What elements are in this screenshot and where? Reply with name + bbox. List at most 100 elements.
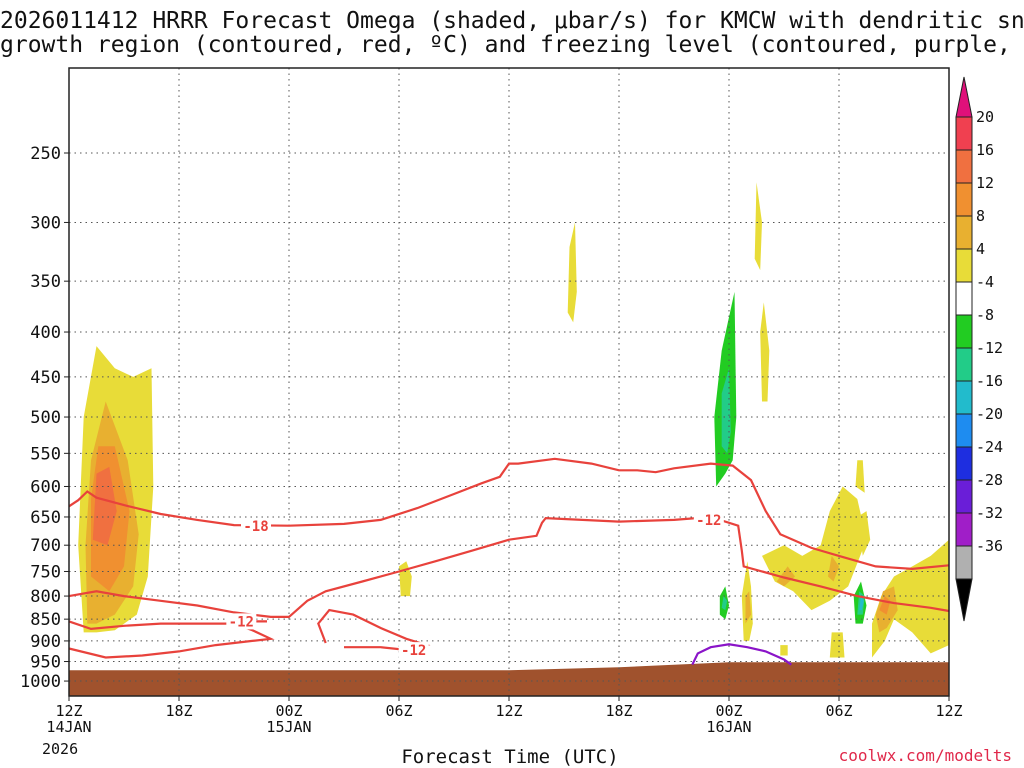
colorbar-swatch-12	[955, 512, 973, 547]
colorbar-swatch-0	[955, 116, 973, 151]
ytick-label-550: 550	[30, 444, 61, 464]
y-axis: 2503003504004505005506006507007508008509…	[20, 144, 69, 692]
colorbar-label-7: -12	[976, 339, 1003, 357]
dgz-label-bg-1	[693, 511, 724, 528]
ytick-label-850: 850	[30, 610, 61, 630]
omega-region-13	[652, 511, 671, 572]
chart-title-line2: growth region (contoured, red, ºC) and f…	[0, 32, 1024, 58]
omega-region-28	[855, 460, 865, 493]
dgz-label-0: -18	[243, 519, 268, 535]
dgz-contour-0	[68, 457, 950, 571]
dgz-contour-2	[68, 620, 275, 659]
omega-region-31	[780, 645, 788, 656]
colorbar-label-9: -20	[976, 405, 1003, 423]
omega-region-27	[828, 555, 839, 582]
ytick-label-350: 350	[30, 272, 61, 292]
colorbar-top-triangle	[955, 76, 973, 118]
omega-region-35	[859, 596, 864, 611]
colorbar-swatch-9	[955, 413, 973, 448]
xtick-label-12: 00Z	[275, 702, 302, 720]
colorbar-label-1: 16	[976, 141, 994, 159]
omega-region-18	[754, 182, 762, 271]
ytick-label-600: 600	[30, 477, 61, 497]
colorbar-swatch-5	[955, 281, 973, 316]
colorbar-label-8: -16	[976, 372, 1003, 390]
dgz-label-4: -12	[229, 614, 254, 630]
colorbar-swatch-7	[955, 347, 973, 382]
ytick-label-400: 400	[30, 323, 61, 343]
colorbar-label-6: -8	[976, 306, 994, 324]
xtick-label-0: 12Z	[55, 702, 82, 720]
omega-region-30	[829, 632, 845, 658]
colorbar-bottom-triangle	[955, 578, 973, 622]
omega-region-17	[741, 90, 746, 135]
colorbar-label-13: -36	[976, 537, 1003, 555]
contour-layer: -18 -12 -12 -12	[68, 457, 950, 666]
colorbar-label-3: 8	[976, 207, 985, 225]
colorbar-swatch-6	[955, 314, 973, 349]
omega-region-7	[399, 561, 412, 597]
dgz-label-bg-4	[226, 613, 257, 630]
xtick-sublabel-36: 16JAN	[706, 718, 751, 736]
colorbar: 20 16 12 8 4 -4 -8 -12 -16 -20 -24 -28 -32 -36	[955, 76, 1003, 622]
plot-area	[69, 90, 949, 696]
xtick-label-36: 00Z	[715, 702, 742, 720]
ytick-label-750: 750	[30, 562, 61, 582]
ytick-label-250: 250	[30, 144, 61, 164]
omega-region-5	[162, 534, 181, 615]
colorbar-swatch-4	[955, 248, 973, 283]
omega-region-19	[760, 302, 770, 402]
dgz-label-1: -12	[696, 513, 721, 529]
ytick-label-300: 300	[30, 213, 61, 233]
colorbar-label-5: -4	[976, 273, 994, 291]
ytick-label-650: 650	[30, 508, 61, 528]
omega-region-10	[547, 486, 552, 496]
dgz-label-bg-2	[398, 642, 429, 659]
freezing-level-contour-0	[691, 643, 792, 666]
omega-region-4	[175, 376, 185, 517]
omega-region-3	[92, 466, 117, 546]
colorbar-swatch-11	[955, 479, 973, 514]
xtick-label-48: 12Z	[935, 702, 962, 720]
ytick-label-500: 500	[30, 408, 61, 428]
omega-region-38	[879, 596, 891, 615]
xtick-sublabel-12: 15JAN	[266, 718, 311, 736]
omega-region-9	[529, 368, 533, 387]
xtick-sublabel-0: 14JAN	[46, 718, 91, 736]
colorbar-swatch-8	[955, 380, 973, 415]
chart-title-line1: 2026011412 HRRR Forecast Omega (shaded, …	[0, 8, 1024, 34]
xtick-label-6: 18Z	[165, 702, 192, 720]
xtick-label-18: 06Z	[385, 702, 412, 720]
dgz-contour-1	[68, 515, 950, 619]
x-axis-title: Forecast Time (UTC)	[401, 746, 619, 768]
omega-region-12	[597, 555, 630, 628]
xtick-label-42: 06Z	[825, 702, 852, 720]
dgz-contour-3	[317, 608, 431, 652]
ytick-label-700: 700	[30, 536, 61, 556]
colorbar-label-2: 12	[976, 174, 994, 192]
dgz-label-bg-0	[241, 518, 271, 535]
colorbar-swatch-2	[955, 182, 973, 217]
colorbar-label-10: -24	[976, 438, 1003, 456]
omega-region-22	[721, 596, 728, 611]
xtick-label-24: 12Z	[495, 702, 522, 720]
colorbar-label-12: -32	[976, 504, 1003, 522]
ytick-label-450: 450	[30, 368, 61, 388]
colorbar-swatch-13	[955, 545, 973, 580]
colorbar-label-0: 20	[976, 108, 994, 126]
credit-link[interactable]: coolwx.com/modelts	[838, 746, 1012, 765]
colorbar-swatch-1	[955, 149, 973, 184]
ytick-label-800: 800	[30, 587, 61, 607]
dgz-label-2: -12	[401, 643, 426, 659]
omega-region-24	[745, 591, 751, 624]
colorbar-swatch-3	[955, 215, 973, 250]
omega-region-36	[872, 539, 949, 658]
ytick-label-950: 950	[30, 653, 61, 673]
ytick-label-1000: 1000	[20, 672, 61, 692]
run-year-label: 2026	[42, 740, 79, 758]
ytick-label-900: 900	[30, 632, 61, 652]
omega-region-8	[567, 222, 577, 323]
colorbar-label-4: 4	[976, 240, 985, 258]
